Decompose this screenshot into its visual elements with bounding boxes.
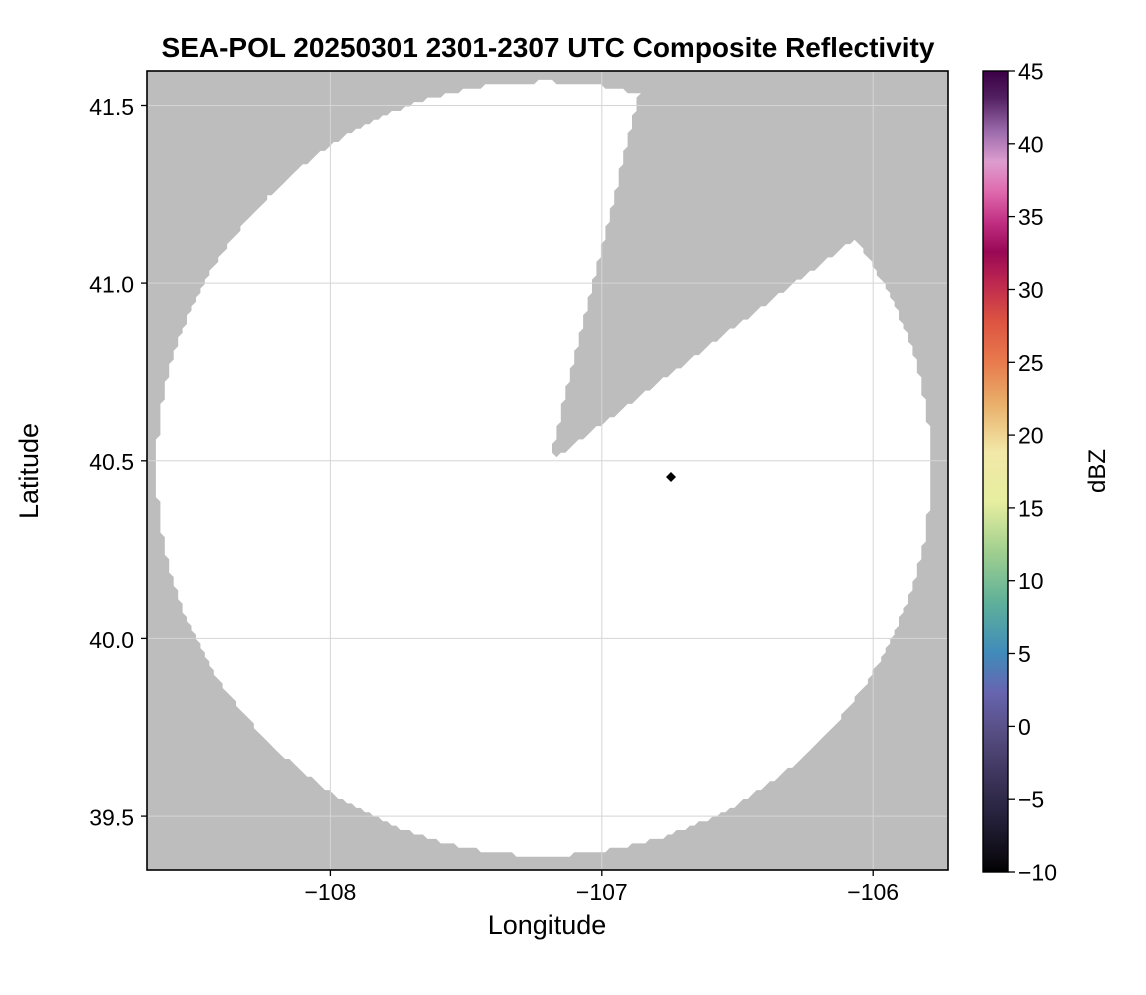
svg-text:10: 10 <box>1018 568 1044 594</box>
svg-text:40.5: 40.5 <box>89 449 134 475</box>
svg-text:0: 0 <box>1018 714 1031 740</box>
svg-text:20: 20 <box>1018 423 1044 449</box>
svg-text:−106: −106 <box>847 879 899 905</box>
svg-text:−5: −5 <box>1018 787 1044 813</box>
svg-text:41.0: 41.0 <box>89 272 134 298</box>
svg-text:−108: −108 <box>304 879 356 905</box>
svg-text:15: 15 <box>1018 495 1044 521</box>
svg-text:30: 30 <box>1018 277 1044 303</box>
svg-text:25: 25 <box>1018 350 1044 376</box>
svg-text:41.5: 41.5 <box>89 94 134 120</box>
svg-text:40.0: 40.0 <box>89 627 134 653</box>
svg-text:dBZ: dBZ <box>1084 449 1111 493</box>
svg-text:SEA-POL 20250301 2301-2307 UTC: SEA-POL 20250301 2301-2307 UTC Composite… <box>162 32 935 63</box>
svg-text:35: 35 <box>1018 204 1044 230</box>
svg-text:Latitude: Latitude <box>14 423 44 519</box>
svg-text:45: 45 <box>1018 59 1044 85</box>
svg-text:Longitude: Longitude <box>488 910 607 940</box>
svg-text:−10: −10 <box>1018 860 1057 886</box>
svg-text:40: 40 <box>1018 131 1044 157</box>
svg-text:5: 5 <box>1018 641 1031 667</box>
svg-text:−107: −107 <box>576 879 628 905</box>
svg-text:39.5: 39.5 <box>89 805 134 831</box>
